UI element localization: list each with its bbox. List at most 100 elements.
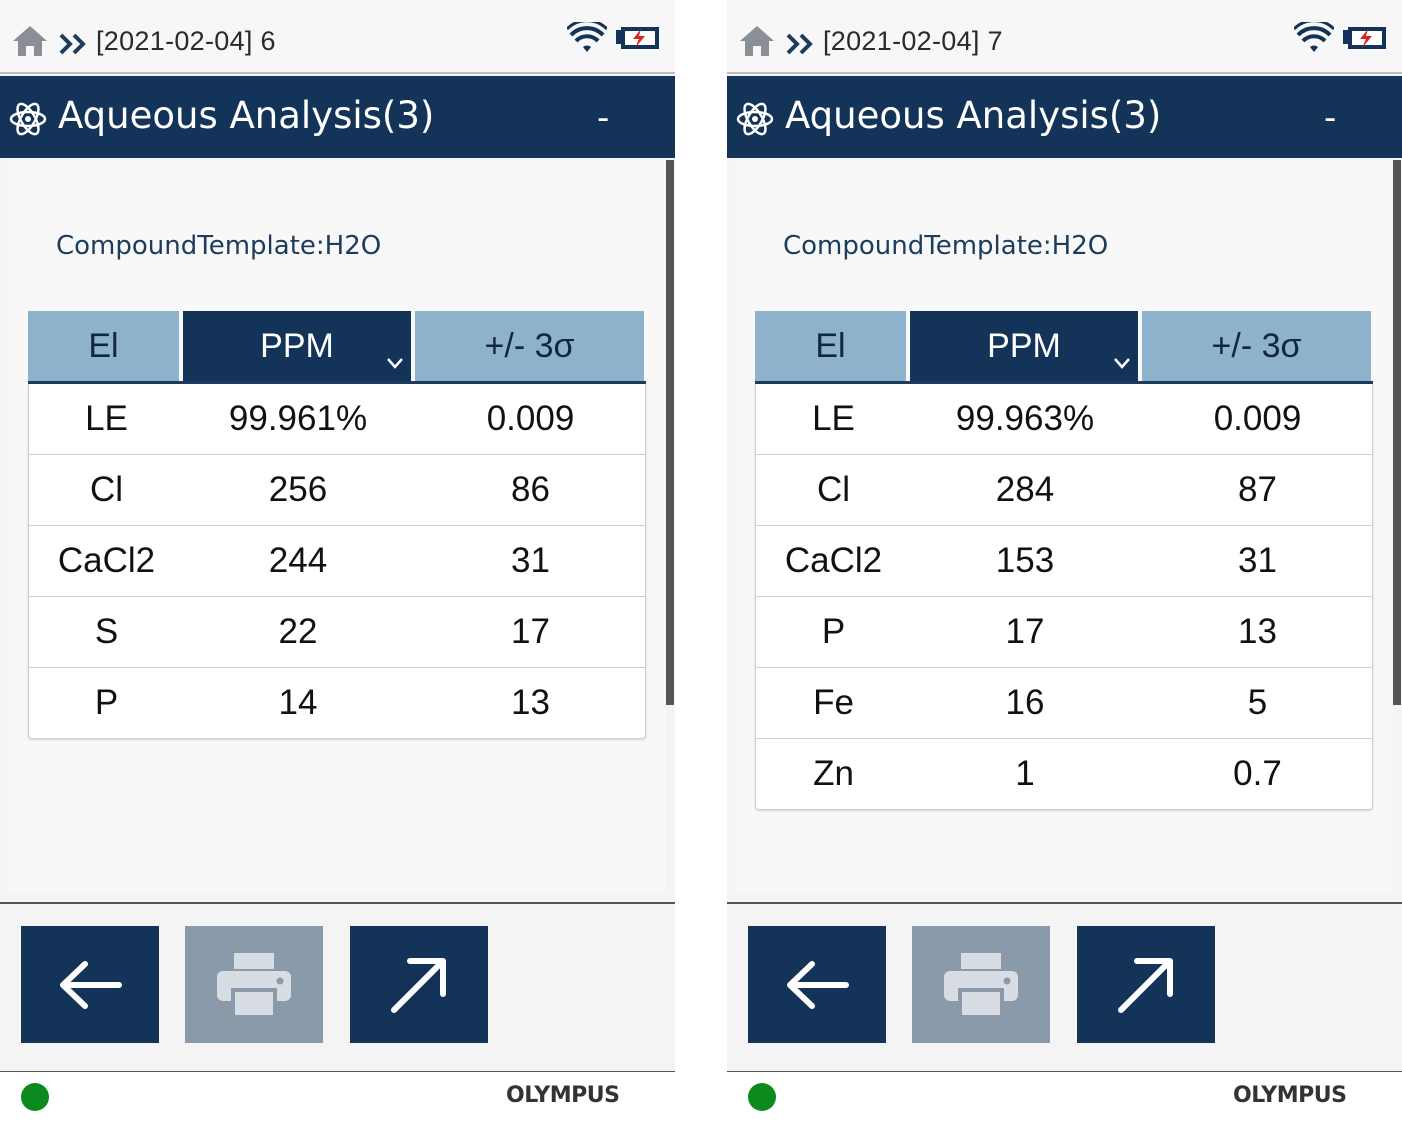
element-cell: LE — [85, 399, 128, 438]
status-bar — [0, 0, 675, 74]
brand-logo: OLYMPUS — [1233, 1083, 1347, 1108]
ppm-cell: 153 — [995, 541, 1055, 580]
title-bar — [727, 76, 1402, 158]
chevron-down-icon[interactable] — [1113, 356, 1131, 370]
ppm-cell: 99.963% — [955, 399, 1095, 438]
ppm-cell: 16 — [1005, 683, 1045, 722]
arrow-up-right-icon — [1118, 957, 1173, 1013]
column-header-ppm[interactable]: PPM — [910, 311, 1138, 381]
element-cell: CaCl2 — [57, 541, 156, 580]
brand-logo: OLYMPUS — [506, 1083, 620, 1108]
wifi-icon — [567, 22, 607, 52]
arrow-left-icon — [60, 960, 122, 1009]
ppm-cell: 244 — [268, 541, 328, 580]
results-table: El PPM +/- 3σ LE 99.961% 0.009 Cl 256 86… — [28, 311, 646, 739]
atom-icon — [9, 102, 47, 136]
column-header-element[interactable]: El — [28, 311, 179, 381]
column-header-element[interactable]: El — [755, 311, 906, 381]
wifi-icon — [1294, 22, 1334, 52]
printer-icon — [217, 952, 291, 1019]
table-row[interactable]: Fe 16 5 — [756, 668, 1372, 739]
status-title: [2021-02-04] 6 — [96, 26, 276, 56]
sigma-cell: 31 — [511, 541, 550, 580]
sigma-cell: 13 — [511, 683, 550, 722]
arrow-left-icon — [787, 960, 849, 1009]
table-row[interactable]: P 17 13 — [756, 597, 1372, 668]
sigma-cell: 86 — [511, 470, 550, 509]
sigma-cell: 13 — [1238, 612, 1277, 651]
title-bar — [0, 76, 675, 158]
element-cell: Cl — [89, 470, 124, 509]
sigma-cell: 31 — [1238, 541, 1277, 580]
export-button[interactable] — [1077, 926, 1215, 1043]
screen-right: [2021-02-04] 7 Aqueous Analysis(3) - Com… — [727, 0, 1402, 1125]
ppm-cell: 22 — [278, 612, 318, 651]
ppm-cell: 99.961% — [228, 399, 368, 438]
sigma-cell: 0.009 — [486, 399, 575, 438]
ppm-cell: 256 — [268, 470, 328, 509]
double-chevron-icon[interactable] — [786, 33, 818, 55]
table-row[interactable]: LE 99.961% 0.009 — [29, 384, 645, 455]
atom-icon — [736, 102, 774, 136]
table-row[interactable]: S 22 17 — [29, 597, 645, 668]
column-header-sigma[interactable]: +/- 3σ — [415, 311, 644, 381]
sigma-cell: 5 — [1247, 683, 1268, 722]
footer — [0, 1072, 675, 1125]
element-cell: Cl — [816, 470, 851, 509]
ppm-cell: 1 — [1015, 754, 1035, 793]
home-icon[interactable] — [11, 24, 49, 58]
double-chevron-icon[interactable] — [59, 33, 91, 55]
element-cell: LE — [812, 399, 855, 438]
element-cell: CaCl2 — [784, 541, 883, 580]
compound-template-label: CompoundTemplate:H2O — [783, 231, 1109, 261]
back-button[interactable] — [748, 926, 886, 1043]
table-row[interactable]: Cl 256 86 — [29, 455, 645, 526]
scrollbar[interactable] — [1393, 160, 1401, 705]
column-header-sigma[interactable]: +/- 3σ — [1142, 311, 1371, 381]
screen-left: [2021-02-04] 6 Aqueous Analysis(3) - Com… — [0, 0, 675, 1125]
ppm-cell: 284 — [995, 470, 1055, 509]
ppm-cell: 17 — [1005, 612, 1045, 651]
print-button[interactable] — [185, 926, 323, 1043]
results-table: El PPM +/- 3σ LE 99.963% 0.009 Cl 284 87… — [755, 311, 1373, 810]
scrollbar[interactable] — [666, 160, 674, 705]
element-cell: P — [821, 612, 846, 651]
table-row[interactable]: CaCl2 153 31 — [756, 526, 1372, 597]
table-header: El PPM +/- 3σ — [755, 311, 1373, 384]
column-header-ppm[interactable]: PPM — [183, 311, 411, 381]
battery-charging-icon — [616, 27, 659, 49]
sigma-cell: 0.009 — [1213, 399, 1302, 438]
table-row[interactable]: CaCl2 244 31 — [29, 526, 645, 597]
minimize-button[interactable]: - — [597, 98, 610, 138]
table-header: El PPM +/- 3σ — [28, 311, 646, 384]
battery-charging-icon — [1343, 27, 1386, 49]
sigma-cell: 0.7 — [1233, 754, 1282, 793]
element-cell: P — [94, 683, 119, 722]
table-row[interactable]: Cl 284 87 — [756, 455, 1372, 526]
chevron-down-icon[interactable] — [386, 356, 404, 370]
element-cell: Zn — [813, 754, 854, 793]
back-button[interactable] — [21, 926, 159, 1043]
ppm-cell: 14 — [278, 683, 318, 722]
minimize-button[interactable]: - — [1324, 98, 1337, 138]
status-indicator-dot — [21, 1083, 49, 1111]
table-body: LE 99.963% 0.009 Cl 284 87 CaCl2 153 31 … — [755, 384, 1373, 810]
printer-icon — [944, 952, 1018, 1019]
print-button[interactable] — [912, 926, 1050, 1043]
page-title: Aqueous Analysis(3) — [58, 94, 435, 137]
table-row[interactable]: Zn 1 0.7 — [756, 739, 1372, 809]
table-body: LE 99.961% 0.009 Cl 256 86 CaCl2 244 31 … — [28, 384, 646, 739]
sigma-cell: 17 — [511, 612, 550, 651]
footer — [727, 1072, 1402, 1125]
sigma-cell: 87 — [1238, 470, 1277, 509]
export-button[interactable] — [350, 926, 488, 1043]
status-bar — [727, 0, 1402, 74]
table-row[interactable]: P 14 13 — [29, 668, 645, 738]
table-row[interactable]: LE 99.963% 0.009 — [756, 384, 1372, 455]
status-indicator-dot — [748, 1083, 776, 1111]
page-title: Aqueous Analysis(3) — [785, 94, 1162, 137]
status-title: [2021-02-04] 7 — [823, 26, 1003, 56]
arrow-up-right-icon — [391, 957, 446, 1013]
compound-template-label: CompoundTemplate:H2O — [56, 231, 382, 261]
home-icon[interactable] — [738, 24, 776, 58]
